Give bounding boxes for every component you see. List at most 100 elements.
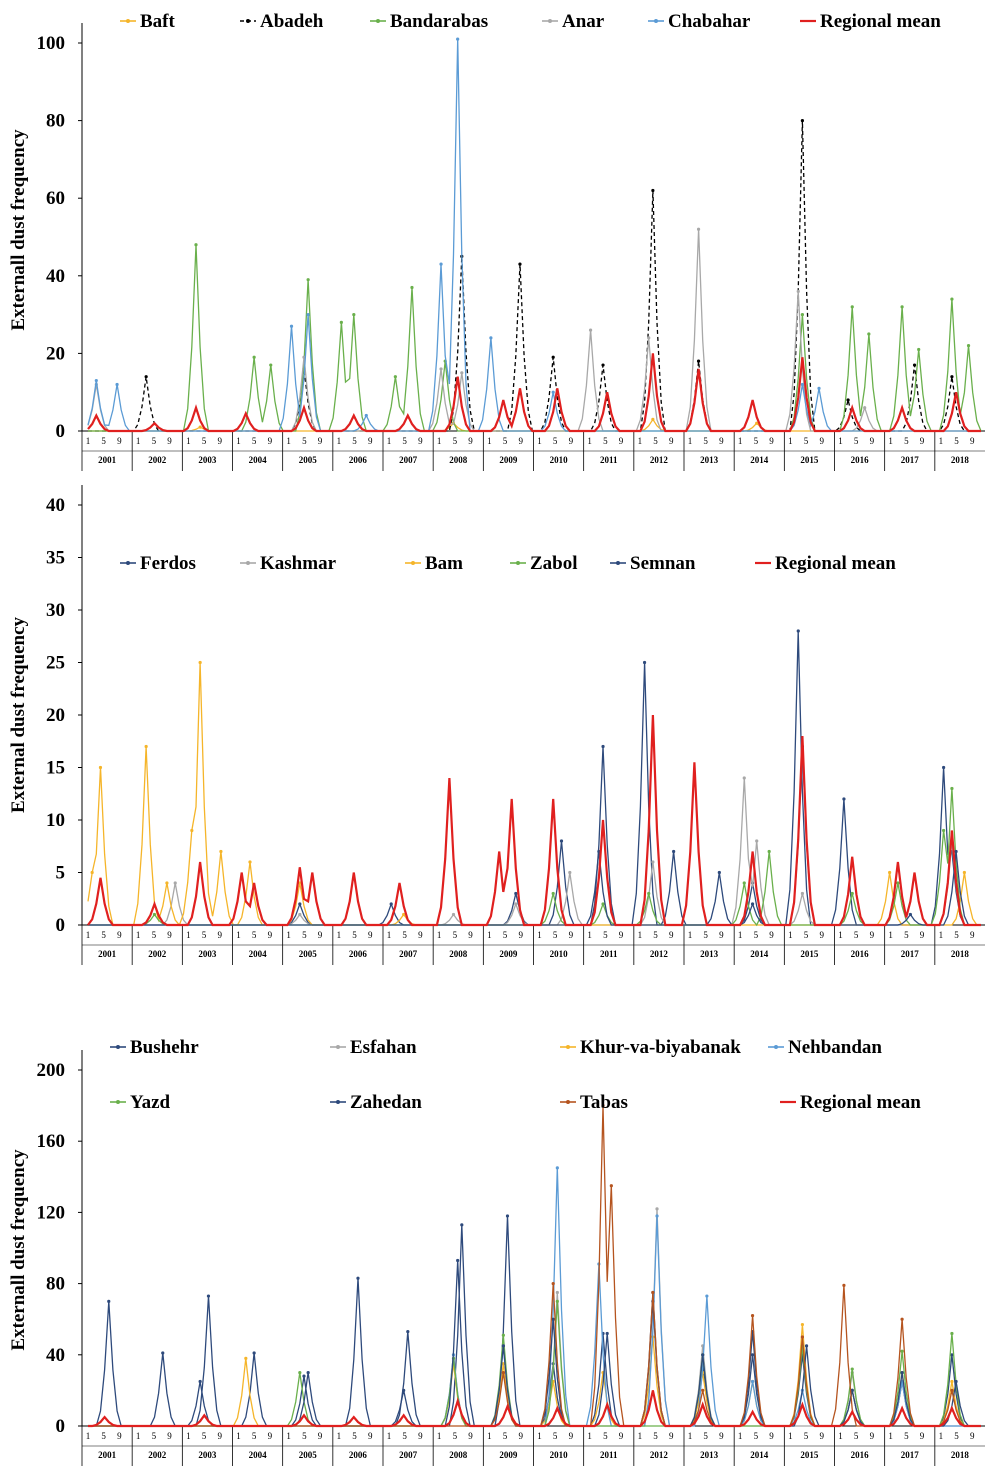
month-tick-label: 9 (870, 436, 875, 446)
y-tick-label: 0 (56, 421, 66, 442)
year-label: 2010 (550, 1450, 569, 1460)
legend-label: Bam (425, 553, 463, 574)
series-point (750, 1353, 755, 1357)
month-tick-label: 1 (587, 436, 592, 446)
series-point (842, 1283, 846, 1287)
month-tick-label: 9 (167, 930, 172, 940)
series-point (298, 881, 302, 885)
series-point (90, 870, 94, 875)
month-tick-label: 5 (352, 436, 357, 446)
series-point (206, 1294, 211, 1298)
month-tick-label: 9 (418, 930, 423, 940)
year-label: 2001 (98, 455, 117, 465)
month-tick-label: 9 (468, 436, 473, 446)
month-tick-label: 1 (437, 436, 442, 446)
series-point (867, 332, 871, 336)
series-point (501, 1333, 505, 1337)
month-tick-label: 9 (518, 1431, 523, 1441)
month-tick-label: 9 (970, 930, 975, 940)
month-tick-label: 1 (788, 1431, 793, 1441)
month-tick-label: 1 (738, 930, 743, 940)
series-point (605, 1331, 609, 1336)
series-point (439, 367, 443, 371)
y-tick-label: 35 (46, 548, 65, 569)
y-tick-label: 0 (56, 915, 66, 936)
month-tick-label: 5 (302, 436, 307, 446)
legend-marker (548, 19, 552, 23)
series-point (456, 1258, 460, 1263)
series-point (655, 1207, 659, 1211)
month-tick-label: 1 (387, 1431, 392, 1441)
year-label: 2013 (700, 949, 719, 959)
month-tick-label: 5 (954, 930, 959, 940)
year-label: 2015 (800, 1450, 819, 1460)
year-label: 2011 (600, 455, 618, 465)
legend-marker (411, 561, 415, 565)
series-point (701, 1353, 705, 1357)
month-tick-label: 9 (569, 1431, 574, 1441)
month-tick-label: 5 (804, 1431, 809, 1441)
y-tick-label: 160 (37, 1131, 66, 1152)
year-label: 2018 (951, 949, 970, 959)
series-point (501, 1344, 505, 1348)
legend-marker (566, 1100, 570, 1104)
series-point (696, 359, 701, 363)
series-point (767, 849, 771, 854)
year-label: 2008 (449, 455, 468, 465)
legend-marker (116, 1045, 120, 1049)
legend-label: Regional mean (820, 11, 941, 32)
series-point (755, 421, 759, 425)
series-point (364, 413, 368, 418)
y-tick-label: 60 (46, 188, 65, 209)
month-tick-label: 9 (569, 930, 574, 940)
series-point (962, 870, 966, 875)
year-label: 2017 (901, 949, 920, 959)
month-tick-label: 9 (468, 930, 473, 940)
series-point (555, 1166, 559, 1170)
month-tick-label: 1 (236, 930, 241, 940)
legend-marker (336, 1100, 340, 1104)
month-tick-label: 9 (318, 1431, 323, 1441)
month-tick-label: 9 (920, 436, 925, 446)
series-point (647, 891, 651, 896)
month-tick-label: 1 (838, 436, 843, 446)
series-point (750, 1379, 755, 1384)
series-point (966, 344, 971, 348)
month-tick-label: 1 (788, 436, 793, 446)
month-tick-label: 5 (553, 930, 558, 940)
month-tick-label: 5 (503, 436, 508, 446)
series-point (796, 629, 800, 633)
series-point (912, 363, 917, 367)
month-tick-label: 5 (453, 436, 458, 446)
month-tick-label: 5 (653, 930, 658, 940)
month-tick-label: 5 (904, 930, 909, 940)
month-tick-label: 5 (854, 1431, 859, 1441)
year-label: 2013 (700, 455, 719, 465)
legend-marker (116, 1100, 120, 1104)
y-axis-label: External dust frequency (8, 617, 29, 813)
legend-label: Zabol (530, 553, 578, 574)
month-tick-label: 5 (101, 930, 106, 940)
month-tick-label: 1 (638, 1431, 643, 1441)
month-tick-label: 1 (437, 930, 442, 940)
series-point (298, 1371, 302, 1375)
month-tick-label: 9 (719, 930, 724, 940)
year-label: 2004 (249, 1450, 268, 1460)
month-tick-label: 5 (202, 930, 207, 940)
series-point (410, 285, 414, 290)
series-point (954, 849, 958, 854)
month-tick-label: 5 (553, 436, 558, 446)
series-point (505, 1214, 510, 1218)
series-point (717, 870, 721, 875)
series-point (306, 1371, 310, 1375)
month-tick-label: 1 (186, 930, 191, 940)
series-point (950, 786, 954, 791)
series-point (198, 660, 202, 665)
y-tick-label: 30 (46, 600, 65, 621)
series-point (551, 390, 555, 394)
month-tick-label: 9 (769, 436, 774, 446)
series-line-4 (88, 1301, 981, 1427)
series-point (850, 1388, 854, 1392)
series-point (252, 355, 256, 359)
